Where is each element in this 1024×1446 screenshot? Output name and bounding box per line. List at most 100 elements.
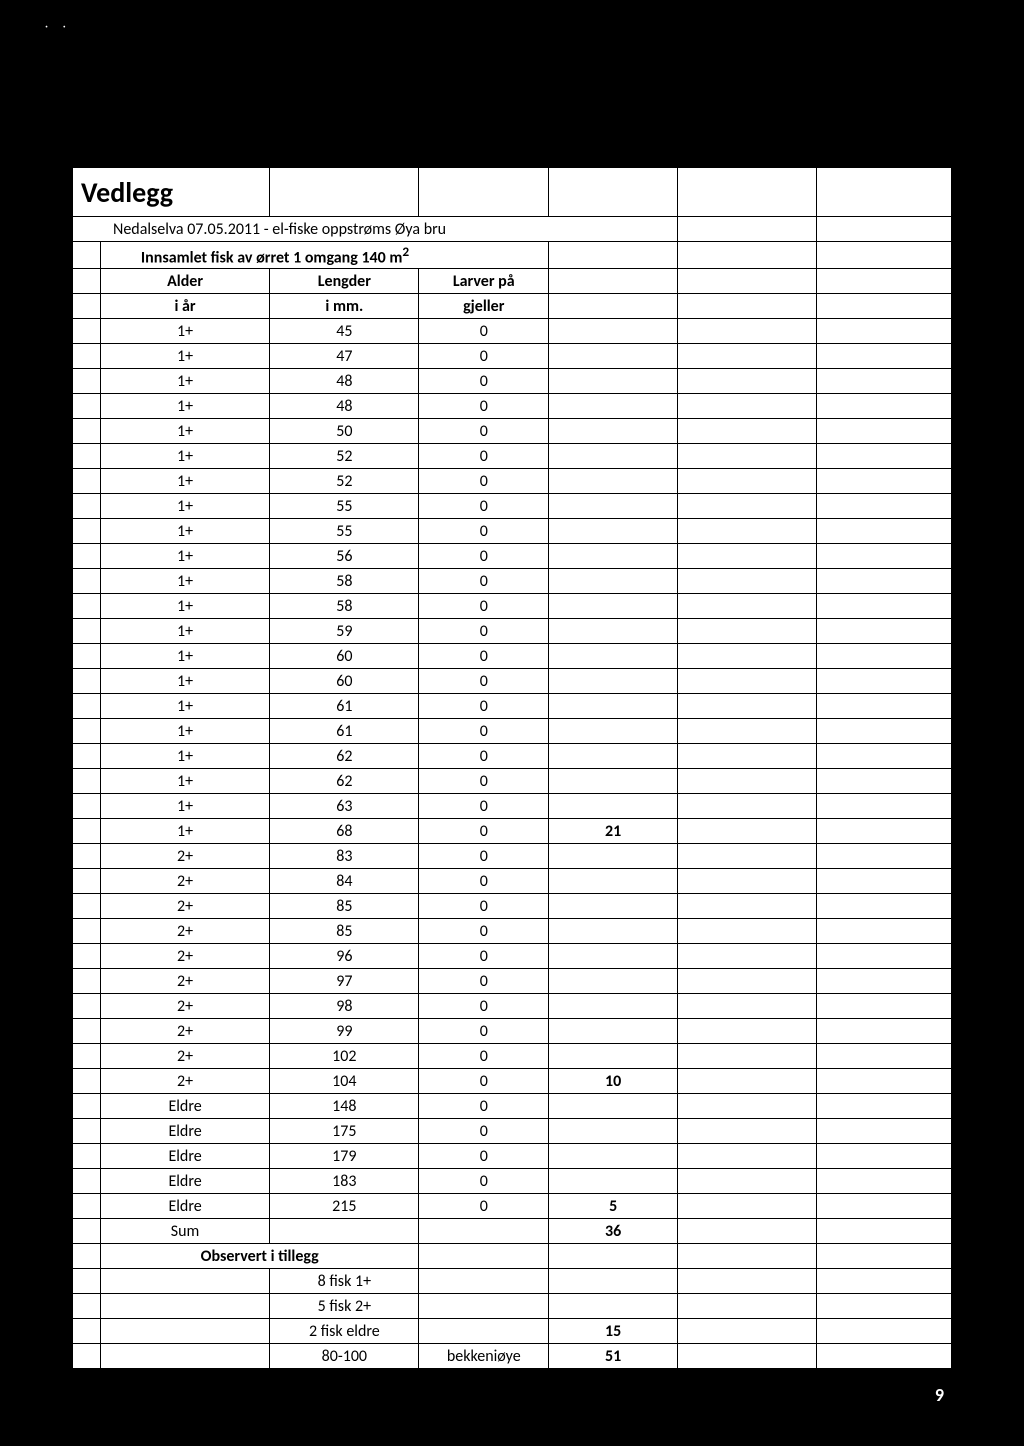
empty-cell: [73, 394, 101, 419]
larvae-cell: 0: [419, 1044, 549, 1069]
empty-cell: [817, 1069, 952, 1094]
extra-value-cell: [419, 1319, 549, 1344]
count-cell: [549, 644, 678, 669]
empty-cell: [73, 1344, 101, 1369]
empty-cell: [73, 619, 101, 644]
empty-cell: [678, 1019, 817, 1044]
count-cell: [549, 994, 678, 1019]
larvae-cell: 0: [419, 669, 549, 694]
count-cell: [549, 894, 678, 919]
empty-cell: [817, 1169, 952, 1194]
empty-cell: [549, 168, 678, 217]
empty-cell: [73, 569, 101, 594]
count-cell: [549, 919, 678, 944]
table-row: 2 fisk eldre15: [73, 1319, 952, 1344]
age-cell: 1+: [100, 669, 269, 694]
count-cell: [549, 1044, 678, 1069]
count-cell: [549, 469, 678, 494]
header-row-1: Alder Lengder Larver på: [73, 269, 952, 294]
empty-cell: [817, 619, 952, 644]
empty-cell: [73, 669, 101, 694]
empty-cell: [100, 1344, 269, 1369]
length-cell: 60: [270, 644, 419, 669]
age-cell: 1+: [100, 819, 269, 844]
empty-cell: [73, 969, 101, 994]
larvae-cell: 0: [419, 919, 549, 944]
length-cell: 148: [270, 1094, 419, 1119]
empty-cell: [817, 319, 952, 344]
sum-label: Sum: [100, 1219, 269, 1244]
empty-cell: [419, 168, 549, 217]
empty-cell: [678, 744, 817, 769]
age-cell: 1+: [100, 319, 269, 344]
empty-cell: [678, 944, 817, 969]
empty-cell: [817, 1019, 952, 1044]
empty-cell: [817, 644, 952, 669]
age-cell: 2+: [100, 944, 269, 969]
table-row: 2+104010: [73, 1069, 952, 1094]
empty-cell: [678, 1119, 817, 1144]
larvae-cell: 0: [419, 394, 549, 419]
age-cell: Eldre: [100, 1094, 269, 1119]
empty-cell: [817, 1194, 952, 1219]
larvae-cell: 0: [419, 1194, 549, 1219]
age-cell: 1+: [100, 344, 269, 369]
age-cell: Eldre: [100, 1194, 269, 1219]
table-row: 1+500: [73, 419, 952, 444]
count-cell: [549, 494, 678, 519]
count-cell: [549, 619, 678, 644]
age-cell: 2+: [100, 1044, 269, 1069]
empty-cell: [678, 794, 817, 819]
empty-cell: [100, 1269, 269, 1294]
extra-label-cell: 2 fisk eldre: [270, 1319, 419, 1344]
table-row: 1+550: [73, 519, 952, 544]
empty-cell: [73, 1319, 101, 1344]
age-cell: 2+: [100, 844, 269, 869]
empty-cell: [73, 994, 101, 1019]
empty-cell: [678, 569, 817, 594]
count-cell: [549, 594, 678, 619]
empty-cell: [817, 1219, 952, 1244]
table-row: 2+960: [73, 944, 952, 969]
length-cell: 45: [270, 319, 419, 344]
subtitle-row: Nedalselva 07.05.2011 - el-fiske oppstrø…: [73, 217, 952, 242]
age-cell: 1+: [100, 494, 269, 519]
length-cell: 48: [270, 369, 419, 394]
empty-cell: [678, 344, 817, 369]
age-cell: 1+: [100, 519, 269, 544]
table-row: 2+830: [73, 844, 952, 869]
table-row: 1+520: [73, 444, 952, 469]
table-row: 1+68021: [73, 819, 952, 844]
age-cell: 1+: [100, 544, 269, 569]
table-row: 1+630: [73, 794, 952, 819]
table-row: Eldre21505: [73, 1194, 952, 1219]
empty-cell: [817, 594, 952, 619]
sum-row: Sum 36: [73, 1219, 952, 1244]
empty-cell: [817, 769, 952, 794]
empty-cell: [678, 644, 817, 669]
innsamlet-row: Innsamlet fisk av ørret 1 omgang 140 m2: [73, 242, 952, 269]
count-cell: [549, 1019, 678, 1044]
empty-cell: [73, 1194, 101, 1219]
empty-cell: [817, 369, 952, 394]
length-cell: 85: [270, 919, 419, 944]
empty-cell: [678, 844, 817, 869]
length-cell: 56: [270, 544, 419, 569]
empty-cell: [549, 294, 678, 319]
empty-cell: [73, 819, 101, 844]
empty-cell: [678, 1269, 817, 1294]
empty-cell: [73, 319, 101, 344]
empty-cell: [817, 242, 952, 269]
empty-cell: [817, 217, 952, 242]
larvae-cell: 0: [419, 719, 549, 744]
larvae-cell: 0: [419, 1019, 549, 1044]
length-cell: 97: [270, 969, 419, 994]
table-row: 2+1020: [73, 1044, 952, 1069]
count-cell: 21: [549, 819, 678, 844]
count-cell: [549, 444, 678, 469]
table-row: Eldre1750: [73, 1119, 952, 1144]
age-cell: Eldre: [100, 1144, 269, 1169]
length-cell: 62: [270, 744, 419, 769]
count-cell: [549, 319, 678, 344]
empty-cell: [678, 419, 817, 444]
